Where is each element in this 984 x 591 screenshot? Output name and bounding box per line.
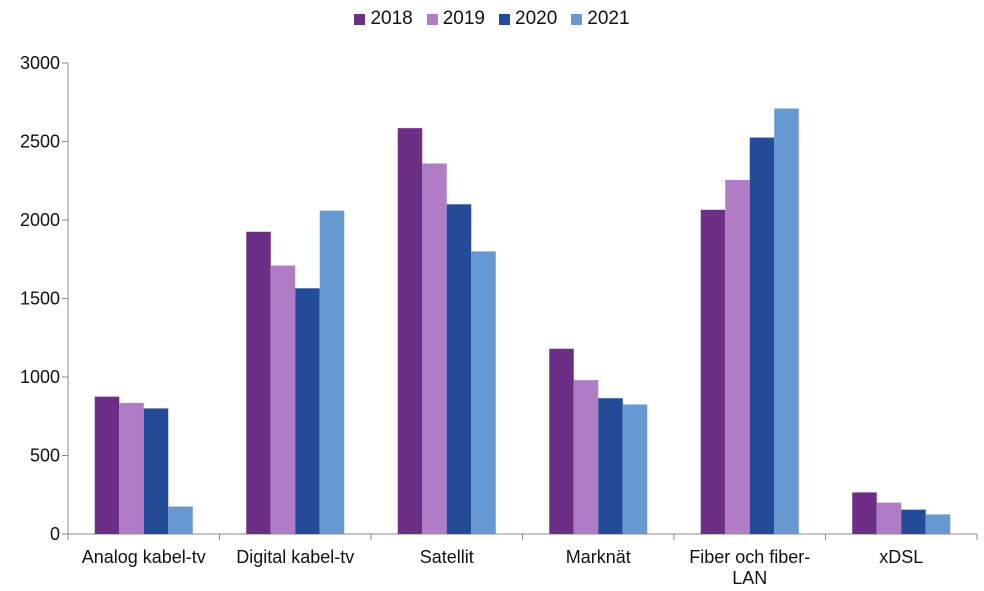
legend-item-2021: 2021 [571, 8, 630, 30]
legend-item-2018: 2018 [354, 8, 413, 30]
bar-2018-4 [700, 209, 726, 535]
bar-2020-0 [143, 408, 169, 534]
bar-2021-2 [471, 251, 496, 534]
bar-2018-3 [549, 348, 574, 534]
x-tick-label: Analog kabel-tv [82, 547, 206, 567]
bar-2021-5 [925, 514, 951, 534]
bar-2020-5 [901, 509, 926, 534]
y-tick-label: 2000 [20, 210, 60, 230]
legend-swatch-2021 [571, 13, 583, 25]
legend-label-2018: 2018 [370, 8, 413, 29]
bar-2021-1 [319, 210, 345, 534]
legend-swatch-2018 [354, 13, 366, 25]
legend: 2018 2019 2020 2021 [0, 8, 984, 30]
bar-2019-0 [119, 402, 144, 534]
y-tick-label: 2500 [20, 132, 60, 152]
bar-2019-4 [725, 179, 750, 534]
x-tick-label: Digital kabel-tv [236, 547, 354, 567]
y-tick-label: 1500 [20, 289, 60, 309]
legend-label-2020: 2020 [515, 8, 558, 29]
legend-item-2020: 2020 [499, 8, 557, 30]
y-tick-label: 1000 [20, 367, 60, 387]
bar-2018-2 [397, 128, 423, 534]
legend-label-2021: 2021 [587, 8, 630, 29]
bar-2019-1 [270, 265, 296, 534]
bar-2018-5 [852, 492, 877, 534]
y-tick-label: 0 [50, 524, 60, 544]
x-tick-label: Fiber och fiber-LAN [689, 547, 810, 588]
bar-2019-3 [573, 380, 599, 534]
bar-2019-5 [876, 502, 902, 534]
bar-2020-2 [446, 204, 472, 535]
y-axis: 0 500 1000 1500 2000 2500 3000 [20, 53, 69, 544]
bar-2019-2 [422, 163, 447, 535]
bar-2018-1 [246, 231, 271, 534]
x-tick-label: Marknät [566, 547, 631, 567]
legend-label-2019: 2019 [442, 8, 485, 29]
bar-2020-3 [598, 398, 623, 534]
x-axis: Analog kabel-tv Digital kabel-tv Satellit M… [67, 533, 978, 588]
legend-swatch-2019 [426, 13, 438, 25]
bars [94, 108, 951, 535]
x-tick-label: xDSL [879, 547, 923, 567]
y-tick-label: 3000 [20, 53, 60, 73]
bar-2020-1 [295, 288, 320, 534]
bar-2018-0 [94, 396, 120, 534]
bar-2021-4 [774, 108, 799, 534]
bar-2021-3 [622, 404, 648, 534]
y-tick-label: 500 [30, 446, 60, 466]
bar-2020-4 [749, 137, 775, 534]
legend-swatch-2020 [499, 13, 510, 25]
x-tick-label: Satellit [420, 547, 474, 567]
bar-2021-0 [168, 506, 193, 534]
legend-item-2019: 2019 [426, 8, 485, 30]
